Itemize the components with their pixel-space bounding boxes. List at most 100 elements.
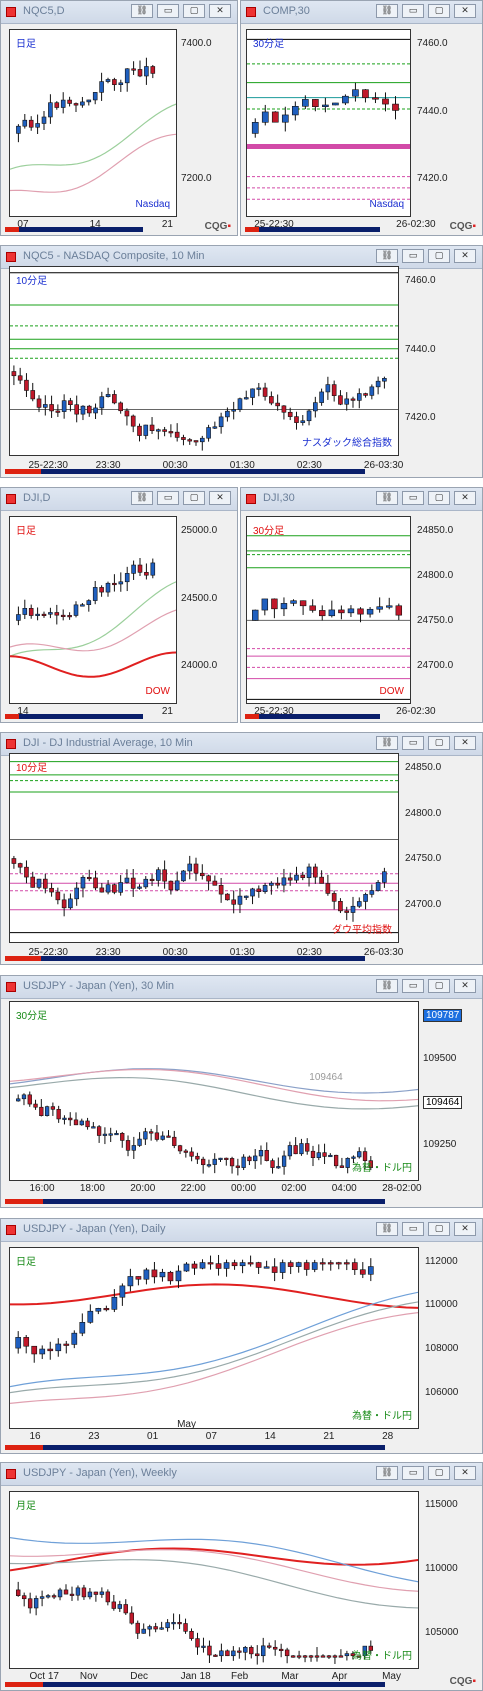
chart-scrollbar[interactable]	[245, 227, 380, 232]
candle-body	[218, 416, 224, 428]
chart-window-w8[interactable]: USDJPY - Japan (Yen), Daily ⛓ ▭ ▢ ✕ 日足 為替・ドル円 1…	[0, 1218, 483, 1454]
minimize-button[interactable]: ▭	[402, 1466, 424, 1480]
title-bar[interactable]: COMP,30 ⛓ ▭ ▢ ✕	[241, 1, 482, 24]
chart-plot-area[interactable]: 月足 為替・ドル円	[9, 1491, 419, 1669]
scroll-thumb[interactable]	[5, 714, 19, 719]
chart-window-w7[interactable]: USDJPY - Japan (Yen), 30 Min ⛓ ▭ ▢ ✕ 30分足 為替・ド…	[0, 975, 483, 1208]
link-button[interactable]: ⛓	[376, 491, 398, 505]
scroll-thumb[interactable]	[5, 1682, 43, 1687]
x-tick-label: Oct 17	[29, 1671, 59, 1682]
link-button[interactable]: ⛓	[131, 491, 153, 505]
chart-plot-area[interactable]: 日足 Nasdaq	[9, 29, 177, 217]
maximize-button[interactable]: ▢	[428, 491, 450, 505]
chart-window-w3[interactable]: NQC5 - NASDAQ Composite, 10 Min ⛓ ▭ ▢ ✕ 10分足ナ…	[0, 245, 483, 478]
chart-window-w9[interactable]: USDJPY - Japan (Yen), Weekly ⛓ ▭ ▢ ✕ 月足 為替・ドル円…	[0, 1462, 483, 1691]
maximize-button[interactable]: ▢	[428, 1466, 450, 1480]
candle-body	[99, 887, 105, 893]
scroll-thumb[interactable]	[245, 714, 259, 719]
chart-plot-area[interactable]: 30分足 DOW	[246, 516, 411, 704]
chart-plot-area[interactable]: 10分足 ナスダック総合指数	[9, 266, 399, 456]
chart-plot-area[interactable]: 30分足 為替・ドル円 109464	[9, 1001, 419, 1181]
chart-plot-area[interactable]: 日足 為替・ドル円	[9, 1247, 419, 1429]
chart-scrollbar[interactable]	[5, 227, 143, 232]
cqg-logo-text: CQG	[449, 1676, 473, 1687]
chart-plot-area[interactable]: 30分足 Nasdaq	[246, 29, 411, 217]
chart-window-w1[interactable]: NQC5,D ⛓ ▭ ▢ ✕ 日足 Nasdaq 7400.0 7200.0 07 14 21 CQG▪	[0, 0, 238, 236]
link-button[interactable]: ⛓	[376, 736, 398, 750]
minimize-button[interactable]: ▭	[402, 249, 424, 263]
minimize-button[interactable]: ▭	[402, 1222, 424, 1236]
close-button[interactable]: ✕	[454, 249, 476, 263]
maximize-button[interactable]: ▢	[428, 736, 450, 750]
chart-window-w6[interactable]: DJI - DJ Industrial Average, 10 Min ⛓ ▭ ▢ ✕ 1…	[0, 732, 483, 965]
chart-scrollbar[interactable]	[5, 956, 365, 961]
minimize-button[interactable]: ▭	[402, 4, 424, 18]
chart-scrollbar[interactable]	[5, 1445, 385, 1450]
link-button[interactable]: ⛓	[376, 979, 398, 993]
candle-body	[80, 101, 85, 106]
maximize-button[interactable]: ▢	[428, 1222, 450, 1236]
close-button[interactable]: ✕	[454, 491, 476, 505]
close-button[interactable]: ✕	[454, 979, 476, 993]
candle-body	[125, 1140, 131, 1151]
chart-window-w5[interactable]: DJI,30 ⛓ ▭ ▢ ✕ 30分足 DOW 24850.0 24800.0 24750.0 24…	[240, 487, 483, 723]
close-button[interactable]: ✕	[454, 736, 476, 750]
candle-body	[45, 1595, 51, 1598]
scroll-thumb[interactable]	[245, 227, 259, 232]
close-button[interactable]: ✕	[454, 1222, 476, 1236]
title-bar[interactable]: USDJPY - Japan (Yen), 30 Min ⛓ ▭ ▢ ✕	[1, 976, 482, 999]
close-button[interactable]: ✕	[209, 4, 231, 18]
close-button[interactable]: ✕	[209, 491, 231, 505]
title-bar[interactable]: DJI,30 ⛓ ▭ ▢ ✕	[241, 488, 482, 511]
title-bar[interactable]: USDJPY - Japan (Yen), Daily ⛓ ▭ ▢ ✕	[1, 1219, 482, 1242]
cqg-logo-mark: ▪	[472, 221, 476, 232]
link-button[interactable]: ⛓	[376, 1222, 398, 1236]
scroll-thumb[interactable]	[5, 1199, 43, 1204]
chart-plot-area[interactable]: 10分足 ダウ平均指数	[9, 753, 399, 943]
scroll-thumb[interactable]	[5, 1445, 43, 1450]
chart-scrollbar[interactable]	[245, 714, 380, 719]
y-tick-label: 24700.0	[405, 899, 442, 910]
link-button[interactable]: ⛓	[376, 1466, 398, 1480]
chart-scrollbar[interactable]	[5, 1682, 385, 1687]
minimize-button[interactable]: ▭	[402, 491, 424, 505]
scroll-thumb[interactable]	[5, 469, 41, 474]
maximize-button[interactable]: ▢	[183, 491, 205, 505]
maximize-button[interactable]: ▢	[183, 4, 205, 18]
title-bar[interactable]: DJI - DJ Industrial Average, 10 Min ⛓ ▭ ▢ ✕	[1, 733, 482, 756]
scroll-thumb[interactable]	[5, 227, 19, 232]
candle-body	[137, 564, 143, 573]
title-bar[interactable]: NQC5 - NASDAQ Composite, 10 Min ⛓ ▭ ▢ ✕	[1, 246, 482, 269]
chart-window-w2[interactable]: COMP,30 ⛓ ▭ ▢ ✕ 30分足 Nasdaq 7460.0 7440.0 7420.0 2…	[240, 0, 483, 236]
minimize-button[interactable]: ▭	[402, 979, 424, 993]
chart-scrollbar[interactable]	[5, 1199, 385, 1204]
maximize-button[interactable]: ▢	[428, 4, 450, 18]
minimize-button[interactable]: ▭	[402, 736, 424, 750]
chart-plot-area[interactable]: 日足 DOW	[9, 516, 177, 704]
maximize-icon: ▢	[434, 251, 444, 261]
candle-body	[319, 876, 324, 884]
candle-body	[327, 1262, 334, 1265]
candle-body	[168, 431, 174, 434]
close-button[interactable]: ✕	[454, 1466, 476, 1480]
link-button[interactable]: ⛓	[131, 4, 153, 18]
x-tick-label: 02:30	[296, 460, 322, 471]
candle-body	[151, 1269, 158, 1278]
candle-body	[193, 440, 199, 443]
chart-window-w4[interactable]: DJI,D ⛓ ▭ ▢ ✕ 日足 DOW 25000.0 24500.0 24000.0 14 21	[0, 487, 238, 723]
chart-scrollbar[interactable]	[5, 469, 365, 474]
title-bar[interactable]: DJI,D ⛓ ▭ ▢ ✕	[1, 488, 237, 511]
link-button[interactable]: ⛓	[376, 4, 398, 18]
chart-scrollbar[interactable]	[5, 714, 143, 719]
title-bar[interactable]: NQC5,D ⛓ ▭ ▢ ✕	[1, 1, 237, 24]
maximize-button[interactable]: ▢	[428, 979, 450, 993]
scroll-thumb[interactable]	[5, 956, 41, 961]
candle-body	[326, 1655, 332, 1658]
link-button[interactable]: ⛓	[376, 249, 398, 263]
close-button[interactable]: ✕	[454, 4, 476, 18]
candle-body	[249, 1647, 254, 1655]
minimize-button[interactable]: ▭	[157, 4, 179, 18]
title-bar[interactable]: USDJPY - Japan (Yen), Weekly ⛓ ▭ ▢ ✕	[1, 1463, 482, 1486]
maximize-button[interactable]: ▢	[428, 249, 450, 263]
minimize-button[interactable]: ▭	[157, 491, 179, 505]
